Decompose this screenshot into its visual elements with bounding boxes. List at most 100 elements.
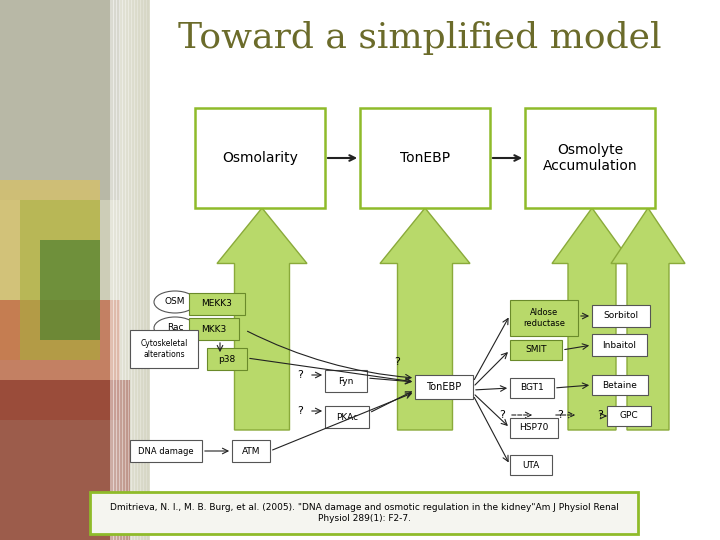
Polygon shape xyxy=(217,208,307,430)
Bar xyxy=(130,440,202,462)
Polygon shape xyxy=(611,208,685,430)
Text: DNA damage: DNA damage xyxy=(138,447,194,456)
Bar xyxy=(117,0,120,540)
Text: SMIT: SMIT xyxy=(526,346,546,354)
Bar xyxy=(360,108,490,208)
Bar xyxy=(0,380,130,540)
Text: HSP70: HSP70 xyxy=(519,423,549,433)
Bar xyxy=(592,305,650,327)
Bar xyxy=(149,0,151,540)
Text: ?: ? xyxy=(557,410,563,420)
Bar xyxy=(510,418,558,438)
Text: ?: ? xyxy=(297,370,303,380)
Bar xyxy=(119,0,121,540)
Bar xyxy=(415,375,473,399)
Bar xyxy=(145,0,146,540)
Bar xyxy=(607,406,651,426)
Bar xyxy=(232,440,270,462)
Bar xyxy=(116,0,118,540)
Bar xyxy=(325,406,369,428)
Text: TonEBP: TonEBP xyxy=(426,382,462,392)
Bar xyxy=(160,0,161,540)
Text: Betaine: Betaine xyxy=(603,381,637,389)
Text: UTA: UTA xyxy=(523,461,539,469)
Text: Osmolarity: Osmolarity xyxy=(222,151,298,165)
Bar xyxy=(152,0,154,540)
Bar xyxy=(592,334,647,356)
Bar xyxy=(510,378,554,398)
Bar xyxy=(135,0,138,540)
Text: Rac: Rac xyxy=(167,323,184,333)
Text: TonEBP: TonEBP xyxy=(400,151,450,165)
Text: Toward a simplified model: Toward a simplified model xyxy=(178,21,662,55)
Bar xyxy=(0,0,120,200)
Bar xyxy=(150,0,153,540)
Bar xyxy=(142,0,143,540)
Bar xyxy=(510,340,562,360)
Text: Cytoskeletal
alterations: Cytoskeletal alterations xyxy=(140,339,188,359)
Polygon shape xyxy=(380,208,470,430)
Bar xyxy=(325,370,367,392)
Text: Inbaitol: Inbaitol xyxy=(603,341,636,349)
Bar xyxy=(155,0,157,540)
Bar xyxy=(128,0,130,540)
Text: OSM: OSM xyxy=(165,298,185,307)
Bar xyxy=(110,0,112,540)
Text: BGT1: BGT1 xyxy=(520,383,544,393)
Text: ?: ? xyxy=(499,410,505,420)
Bar xyxy=(138,0,140,540)
Bar xyxy=(166,0,168,540)
Bar xyxy=(525,108,655,208)
Text: Aldose
reductase: Aldose reductase xyxy=(523,308,565,328)
Text: p38: p38 xyxy=(218,354,235,363)
Bar xyxy=(592,375,648,395)
Text: ?: ? xyxy=(394,357,400,367)
Text: Osmolyte
Accumulation: Osmolyte Accumulation xyxy=(543,143,637,173)
Bar xyxy=(143,0,145,540)
Bar xyxy=(112,0,114,540)
Text: MEKK3: MEKK3 xyxy=(202,300,233,308)
Bar xyxy=(122,0,124,540)
Text: Fyn: Fyn xyxy=(338,376,354,386)
Bar xyxy=(134,0,136,540)
Text: PKAc: PKAc xyxy=(336,413,358,422)
Bar xyxy=(158,0,160,540)
Bar xyxy=(20,200,100,360)
Bar xyxy=(0,0,150,540)
Bar xyxy=(167,0,169,540)
Bar xyxy=(168,0,171,540)
Text: ?: ? xyxy=(597,410,603,420)
Bar xyxy=(0,180,100,360)
Bar xyxy=(140,0,142,540)
Bar xyxy=(148,0,150,540)
Bar xyxy=(127,0,128,540)
Bar xyxy=(161,0,163,540)
Bar xyxy=(0,300,120,420)
Bar xyxy=(125,0,127,540)
Bar xyxy=(114,0,117,540)
Bar xyxy=(207,348,247,370)
Bar xyxy=(130,0,132,540)
Bar xyxy=(120,0,122,540)
Text: Sorbitol: Sorbitol xyxy=(603,312,639,321)
Bar xyxy=(164,0,166,540)
Ellipse shape xyxy=(154,317,196,339)
Bar xyxy=(156,0,158,540)
Bar xyxy=(153,0,156,540)
Bar xyxy=(131,0,133,540)
Bar xyxy=(510,455,552,475)
Bar xyxy=(113,0,115,540)
Bar xyxy=(189,293,245,315)
Bar xyxy=(510,300,578,336)
Bar xyxy=(146,0,148,540)
Bar xyxy=(137,0,139,540)
Bar xyxy=(90,492,638,534)
Text: Dmitrieva, N. I., M. B. Burg, et al. (2005). "DNA damage and osmotic regulation : Dmitrieva, N. I., M. B. Burg, et al. (20… xyxy=(109,503,618,523)
Bar xyxy=(132,0,135,540)
Polygon shape xyxy=(552,208,632,430)
Bar xyxy=(130,330,198,368)
Bar xyxy=(40,240,100,340)
Bar xyxy=(195,108,325,208)
Bar xyxy=(189,318,239,340)
Text: GPC: GPC xyxy=(620,411,639,421)
